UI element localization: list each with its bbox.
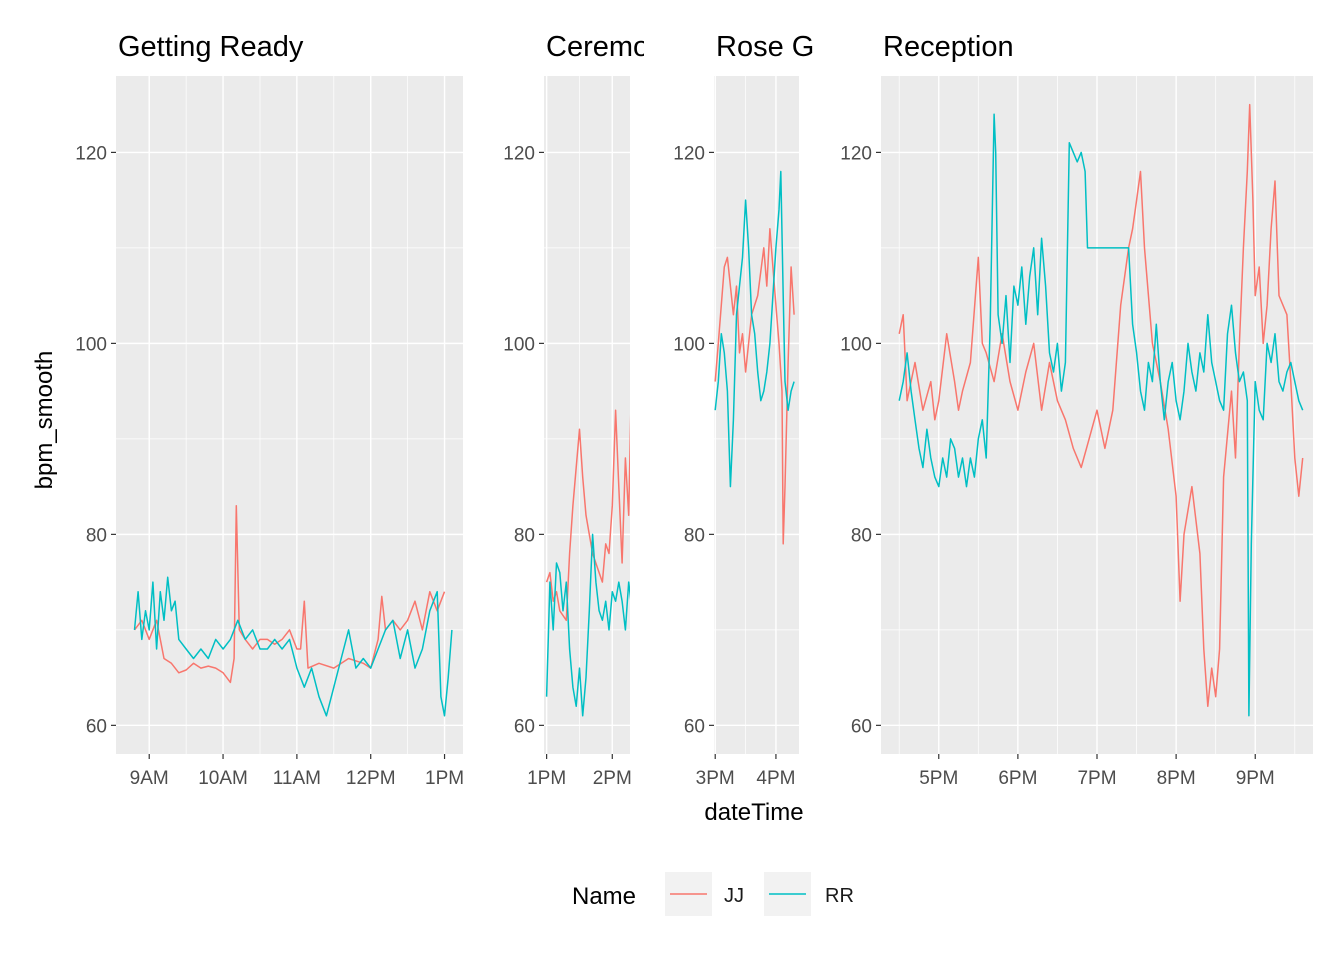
series-group xyxy=(545,409,630,717)
x-tick-label: 12PM xyxy=(346,768,396,789)
legend: Name JJ RR xyxy=(572,872,854,916)
x-tick-label: 2PM xyxy=(593,768,632,789)
x-tick-label: 8PM xyxy=(1157,768,1196,789)
series-line-jj xyxy=(898,103,1304,708)
y-tick-label: 80 xyxy=(514,525,535,546)
panel-reception: 60 80 100 120 5PM 6PM 7PM 8PM 9PM Reception xyxy=(840,31,1313,789)
legend-item-rr: RR xyxy=(764,872,854,916)
panel-title: Reception xyxy=(883,31,1014,63)
y-tick-label: 120 xyxy=(75,143,107,164)
y-tick-label: 120 xyxy=(503,143,535,164)
series-line-jj xyxy=(714,228,795,545)
y-tick-label: 60 xyxy=(684,716,705,737)
x-tick-label: 1PM xyxy=(527,768,566,789)
series-line-rr xyxy=(898,113,1304,717)
panel-title: Getting Ready xyxy=(118,31,304,63)
series-group xyxy=(714,170,795,545)
y-tick-label: 60 xyxy=(514,716,535,737)
y-tick-label: 80 xyxy=(851,525,872,546)
x-tick-label: 11AM xyxy=(273,768,321,789)
x-axis-label: dateTime xyxy=(704,799,803,826)
x-tick-label: 3PM xyxy=(696,768,735,789)
series-line-jj xyxy=(545,409,630,622)
panel-rose-garden: 60 80 100 120 3PM 4PM Rose Garden xyxy=(673,31,889,789)
panel-title: Ceremony xyxy=(546,31,680,63)
x-tick-label: 10AM xyxy=(198,768,248,789)
y-tick-label: 120 xyxy=(840,143,872,164)
facet-panels: 60 80 100 120 9AM 10AM 11AM 12PM 1PM Getting Read… xyxy=(75,31,1313,789)
panel-background xyxy=(116,76,463,754)
x-tick-label: 4PM xyxy=(756,768,795,789)
y-tick-label: 100 xyxy=(840,334,872,355)
legend-item-jj: JJ xyxy=(665,872,744,916)
x-tick-label: 5PM xyxy=(919,768,958,789)
y-tick-label: 100 xyxy=(503,334,535,355)
x-tick-label: 1PM xyxy=(425,768,464,789)
series-line-rr xyxy=(714,170,795,488)
series-group xyxy=(898,103,1304,717)
y-tick-label: 100 xyxy=(75,334,107,355)
y-tick-label: 60 xyxy=(851,716,872,737)
y-tick-label: 100 xyxy=(673,334,705,355)
x-tick-label: 6PM xyxy=(998,768,1037,789)
y-tick-label: 120 xyxy=(673,143,705,164)
legend-label-jj: JJ xyxy=(724,885,744,907)
x-tick-label: 9AM xyxy=(130,768,169,789)
series-line-rr xyxy=(545,533,630,717)
legend-title: Name xyxy=(572,883,636,910)
panel-getting-ready: 60 80 100 120 9AM 10AM 11AM 12PM 1PM Getting Read… xyxy=(75,31,464,789)
y-tick-label: 60 xyxy=(86,716,107,737)
panel-ceremony: 60 80 100 120 1PM 2PM Ceremony xyxy=(503,31,680,789)
y-tick-label: 80 xyxy=(684,525,705,546)
series-group xyxy=(133,504,453,717)
series-line-rr xyxy=(133,576,453,717)
panel-title: Rose Garden xyxy=(716,31,889,63)
legend-label-rr: RR xyxy=(825,885,854,907)
y-axis-label: bpm_smooth xyxy=(31,351,58,490)
y-tick-label: 80 xyxy=(86,525,107,546)
x-tick-label: 7PM xyxy=(1077,768,1116,789)
x-tick-label: 9PM xyxy=(1236,768,1275,789)
